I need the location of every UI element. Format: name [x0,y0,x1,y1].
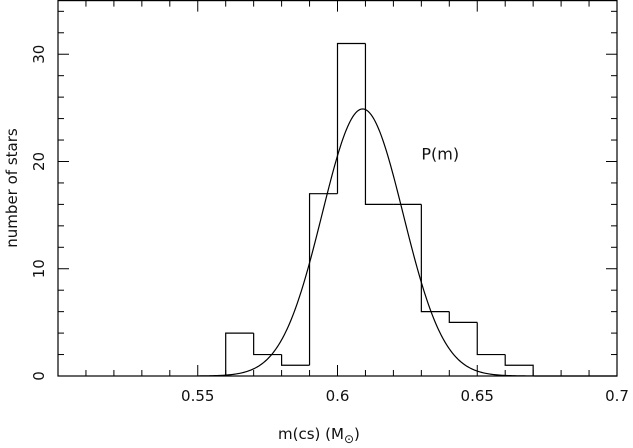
x-tick-label: 0.7 [605,387,629,405]
histogram-bin [225,332,254,376]
x-axis-label-main: m(cs) (M [278,425,344,443]
x-axis-label-close: ) [354,425,360,443]
annotations: P(m) [421,144,459,163]
histogram-bin [336,42,366,194]
histogram-bin [364,43,394,205]
y-tick-label: 30 [30,45,48,64]
probability-curve [197,108,617,377]
x-tick-label: 0.6 [326,387,350,405]
histogram-bin [448,311,478,323]
gaussian-curve-line [197,108,617,377]
y-tick-label: 0 [30,371,48,381]
y-axis-ticks: 0 10 20 30 [30,10,617,381]
y-tick-label: 20 [30,152,48,171]
histogram-bin [476,322,506,356]
y-tick-label: 10 [30,259,48,278]
histogram-bin [308,193,338,366]
x-tick-label: 0.55 [181,387,214,405]
histogram-bin [253,333,282,356]
y-axis-label: number of stars [3,128,21,248]
histogram-bars [225,42,534,376]
histogram-bin [504,354,534,376]
x-axis-label-sun-symbol: ⊙ [344,432,354,446]
x-axis-ticks: 0.55 0.6 0.65 0.7 [57,0,629,405]
x-axis-label: m(cs) (M⊙) [278,425,360,446]
x-tick-label: 0.65 [461,387,494,405]
histogram-bin [281,354,310,366]
histogram-bin [420,204,450,313]
curve-label: P(m) [421,144,459,163]
